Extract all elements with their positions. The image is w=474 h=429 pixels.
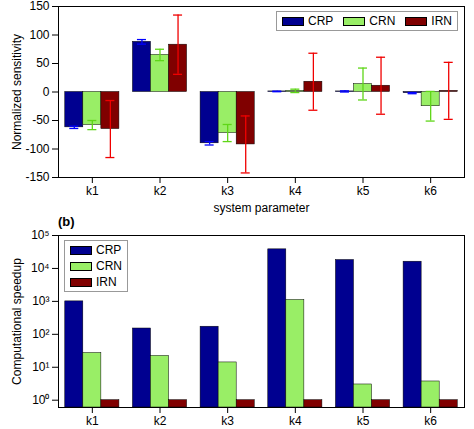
- html-text:IRN: IRN: [96, 275, 117, 289]
- svg-text:100: 100: [29, 28, 49, 42]
- svg-text:10⁵: 10⁵: [31, 229, 49, 242]
- svg-text:k1: k1: [86, 414, 99, 428]
- svg-text:-100: -100: [25, 142, 49, 156]
- svg-text:k5: k5: [357, 414, 370, 428]
- svg-text:Computational speedup: Computational speedup: [10, 258, 24, 385]
- svg-text:k3: k3: [221, 184, 234, 198]
- svg-text:10⁰: 10⁰: [32, 393, 49, 407]
- svg-text:10¹: 10¹: [32, 360, 49, 374]
- html-text:CRN: CRN: [96, 259, 122, 273]
- svg-text:-150: -150: [25, 170, 49, 184]
- html-text:(b): (b): [58, 214, 75, 229]
- svg-text:k1: k1: [86, 184, 99, 198]
- html-text:CRN: CRN: [369, 14, 396, 28]
- html-text:CRP: CRP: [308, 14, 334, 28]
- html-text:IRN: IRN: [431, 14, 452, 28]
- svg-text:0: 0: [43, 85, 50, 99]
- svg-text:k6: k6: [424, 414, 437, 428]
- svg-text:10²: 10²: [32, 327, 49, 341]
- svg-text:k4: k4: [289, 184, 302, 198]
- svg-text:-50: -50: [32, 113, 50, 127]
- svg-text:k5: k5: [357, 184, 370, 198]
- svg-text:10³: 10³: [32, 294, 49, 308]
- svg-text:k6: k6: [424, 184, 437, 198]
- html-text:CRP: CRP: [96, 243, 122, 257]
- svg-text:150: 150: [29, 0, 49, 13]
- svg-text:k2: k2: [154, 414, 167, 428]
- svg-text:10⁴: 10⁴: [31, 261, 50, 275]
- svg-text:50: 50: [36, 56, 50, 70]
- svg-text:system parameter: system parameter: [213, 201, 309, 215]
- svg-text:Normalized sensitivity: Normalized sensitivity: [10, 34, 24, 150]
- svg-text:k3: k3: [221, 414, 234, 428]
- svg-text:k4: k4: [289, 414, 302, 428]
- svg-text:k2: k2: [154, 184, 167, 198]
